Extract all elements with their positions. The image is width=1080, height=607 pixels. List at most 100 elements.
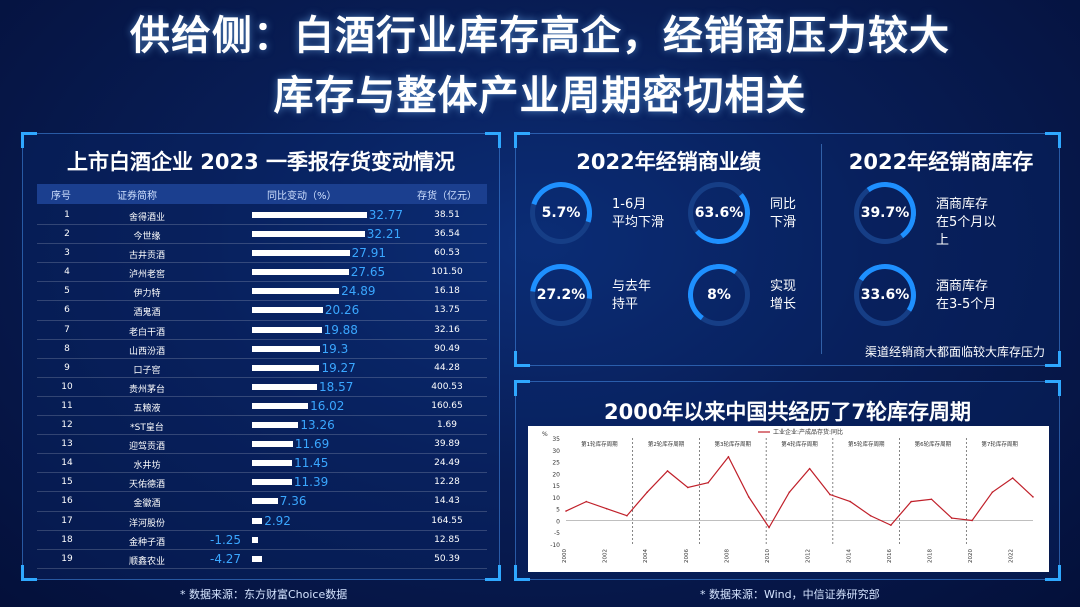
change-value: 20.26: [324, 303, 360, 318]
table-row: 12 *ST皇台 13.26 1.69: [37, 416, 487, 436]
page-title-line1: 供给侧：白酒行业库存高企，经销商压力较大: [130, 13, 950, 59]
row-number: 8: [64, 343, 70, 354]
x-tick-label: 2008: [724, 549, 730, 563]
inventory-value: 38.51: [434, 210, 460, 220]
change-bar: [252, 212, 367, 218]
data-point: [971, 519, 973, 522]
inventory-cycle-chart: -10 -5 0 5 10 15 20 25 30 35 第1轮库存周期 第2轮库存周期 第3轮库存周期…: [528, 426, 1049, 572]
change-bar: [252, 250, 350, 257]
change-value: 32.77: [368, 208, 404, 222]
change-bar: [252, 383, 317, 390]
header-inventory: 存货（亿元）: [417, 191, 477, 202]
stock-name: 泸州老窖: [128, 270, 165, 281]
inventory-value: 60.53: [434, 248, 460, 259]
y-tick-label: 25: [552, 460, 560, 467]
cycle-label: 第4轮库存周期: [781, 440, 818, 448]
stock-name: 今世缘: [133, 232, 161, 243]
kpi-value: 63.6%: [694, 205, 744, 221]
y-tick-label: 10: [552, 495, 560, 502]
data-point: [950, 517, 953, 519]
kpi-value: 39.7%: [860, 205, 910, 221]
dealer-inventory-title: 2022年经销商库存: [848, 150, 1034, 174]
data-point: [1011, 477, 1014, 479]
inventory-value: 12.85: [434, 534, 460, 545]
kpi-value: 33.6%: [860, 287, 910, 303]
inventory-value: 39.89: [434, 439, 460, 450]
inventory-value: 160.65: [431, 400, 463, 411]
kpi-label: 酒商库存 在5个月以上: [936, 197, 997, 248]
x-tick-label: 2000: [562, 549, 568, 563]
stock-name: 山西汾酒: [128, 346, 165, 357]
table-row: 19 顺鑫农业 -4.27 50.39: [37, 550, 487, 569]
stock-name: 顺鑫农业: [128, 556, 165, 567]
x-tick-label: 2012: [806, 549, 812, 563]
kpi-value: 8%: [707, 287, 731, 303]
stock-name: 洋河股份: [128, 518, 165, 529]
y-tick-label: -10: [550, 542, 560, 549]
data-point: [829, 493, 831, 496]
kpi-label: 与去年 持平: [612, 279, 652, 312]
data-point: [930, 498, 933, 501]
data-point: [788, 491, 791, 493]
row-number: 3: [64, 248, 70, 259]
y-tick-label: 0: [556, 518, 560, 525]
inventory-value: 164.55: [431, 515, 463, 526]
x-tick-label: 2002: [603, 549, 609, 563]
cycle-label: 第1轮库存周期: [581, 440, 618, 448]
source-note-left: * 数据来源：东方财富Choice数据: [180, 588, 348, 601]
row-number: 14: [61, 458, 73, 469]
source-note-right: * 数据来源：Wind，中信证券研究部: [700, 588, 880, 601]
cycle-label: 第3轮库存周期: [715, 440, 752, 448]
change-bar: [252, 479, 292, 486]
inventory-cycle-panel: 2000年以来中国共经历了7轮库存周期 -10 -5 0 5 10 15 20 25 30 35 第…: [514, 380, 1061, 581]
change-value: 11.39: [293, 475, 329, 490]
kpi-value: 27.2%: [536, 287, 586, 303]
table-row: 3 古井贡酒 27.91 60.53: [37, 244, 487, 264]
data-point: [910, 500, 912, 503]
table-row: 18 金种子酒 -1.25 12.85: [37, 531, 487, 550]
row-number: 5: [64, 286, 70, 297]
data-point: [646, 491, 649, 493]
row-number: 1: [64, 210, 70, 220]
row-number: 15: [61, 477, 73, 488]
y-unit-label: %: [542, 431, 548, 438]
table-row: 16 金徽酒 7.36 14.43: [37, 492, 487, 512]
stock-name: 伊力特: [133, 289, 161, 300]
stock-name: 口子窖: [133, 365, 161, 376]
table-row: 7 老白干酒 19.88 32.16: [37, 321, 487, 340]
header-change: 同比变动（%）: [267, 191, 337, 202]
inventory-value: 13.75: [434, 305, 460, 316]
change-bar: [252, 402, 309, 409]
page-title-line2: 库存与整体产业周期密切相关: [273, 73, 807, 119]
change-bar: [252, 288, 340, 295]
data-point: [727, 456, 730, 458]
stock-name: *ST皇台: [130, 423, 164, 434]
row-number: 17: [61, 515, 73, 526]
change-value: 32.21: [366, 227, 402, 242]
data-point: [991, 491, 994, 493]
data-point: [768, 526, 770, 529]
table-row: 1 舍得酒业 32.77 38.51: [37, 206, 487, 226]
stock-name: 舍得酒业: [128, 213, 165, 223]
x-tick-label: 2022: [1009, 549, 1015, 563]
table-row: 11 五粮液 16.02 160.65: [37, 397, 487, 417]
change-value: 7.36: [279, 494, 307, 509]
row-number: 2: [64, 229, 70, 240]
y-tick-label: -5: [554, 530, 560, 537]
change-bar: [252, 269, 349, 276]
stock-name: 金种子酒: [128, 537, 165, 548]
table-row: 6 酒鬼酒 20.26 13.75: [37, 301, 487, 321]
y-tick-label: 20: [552, 471, 560, 478]
kpi-label: 实现 增长: [770, 279, 797, 312]
stock-name: 水井坊: [133, 461, 161, 472]
table-body: 1 舍得酒业 32.77 38.51 2 今世缘 32.21 36.54 3 古井贡酒 27.91 6…: [37, 206, 487, 569]
legend-label: 工业企业:产成品存货:同比: [773, 428, 843, 436]
change-value: 19.88: [323, 322, 358, 337]
stock-name: 古井贡酒: [128, 251, 165, 262]
x-tick-label: 2006: [684, 549, 690, 563]
divider: [821, 144, 822, 354]
change-bar: [252, 498, 278, 505]
inventory-value: 36.54: [434, 229, 460, 240]
inventory-value: 90.49: [434, 343, 460, 354]
inventory-value: 14.43: [434, 496, 460, 507]
